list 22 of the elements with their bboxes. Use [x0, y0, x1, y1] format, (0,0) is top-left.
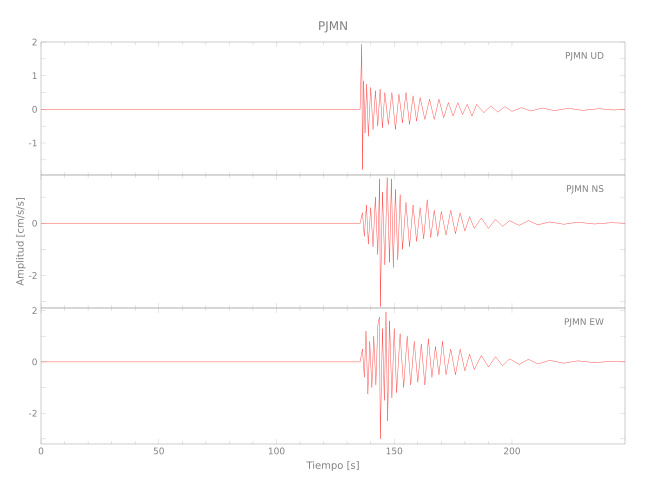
x-tick-label: 200: [504, 448, 520, 454]
y-tick-label: -1: [28, 140, 37, 146]
y-tick-label: 0: [32, 358, 37, 366]
line-series: [40, 177, 626, 307]
annotation: PJMN UD: [566, 52, 604, 61]
x-tick-label: 0: [38, 448, 44, 454]
x-tick-label: 150: [386, 448, 402, 454]
line-series: [40, 44, 626, 170]
y-tick-label: 0: [32, 106, 37, 113]
x-axis-title: Tiempo [s]: [306, 461, 359, 471]
chart-title: PJMN: [319, 21, 347, 32]
x-tick-label: 50: [154, 448, 164, 454]
y-axis-title: Amplitud [cm/s/s]: [16, 198, 26, 286]
y-tick-label: 2: [32, 307, 37, 314]
y-tick-label: 1: [32, 72, 37, 79]
y-tick-label: -2: [28, 272, 37, 279]
y-tick-label: -2: [28, 410, 37, 417]
annotation: PJMN NS: [566, 185, 604, 194]
y-tick-label: 2: [32, 38, 37, 46]
y-tick-label: 0: [32, 220, 37, 227]
annotation: PJMN EW: [564, 318, 604, 327]
x-tick-label: 100: [268, 448, 284, 454]
